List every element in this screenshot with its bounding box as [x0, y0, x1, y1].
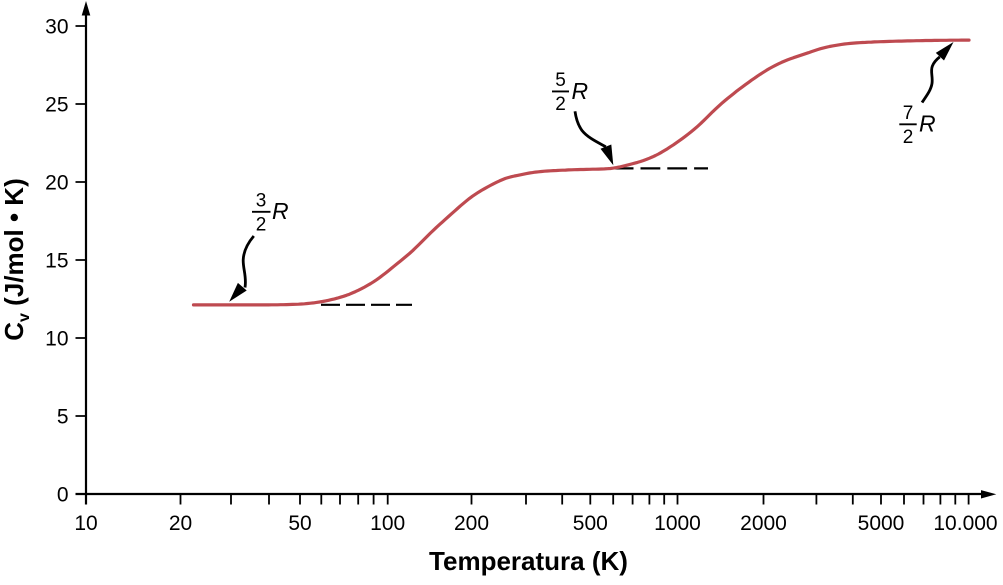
svg-text:2: 2	[555, 94, 566, 115]
svg-text:20: 20	[45, 171, 68, 194]
svg-text:7: 7	[903, 103, 914, 124]
svg-text:20: 20	[169, 512, 192, 535]
svg-text:500: 500	[573, 512, 608, 535]
svg-text:R: R	[919, 111, 936, 137]
svg-text:5: 5	[555, 70, 566, 91]
svg-text:200: 200	[454, 512, 489, 535]
svg-text:50: 50	[288, 512, 311, 535]
svg-text:3: 3	[256, 190, 267, 211]
svg-text:5000: 5000	[858, 512, 905, 535]
svg-text:30: 30	[45, 15, 68, 38]
svg-text:Cv (J/mol • K): Cv (J/mol • K)	[0, 178, 33, 340]
svg-text:25: 25	[45, 93, 68, 116]
svg-text:100: 100	[370, 512, 405, 535]
svg-text:2: 2	[256, 215, 267, 236]
svg-text:1000: 1000	[654, 512, 701, 535]
svg-text:10: 10	[74, 512, 97, 535]
svg-text:R: R	[572, 78, 589, 104]
svg-text:10.000: 10.000	[933, 512, 997, 535]
svg-text:Temperatura (K): Temperatura (K)	[429, 546, 628, 576]
svg-text:2000: 2000	[740, 512, 787, 535]
svg-text:0: 0	[57, 483, 69, 506]
svg-text:2: 2	[903, 127, 914, 148]
svg-text:15: 15	[45, 249, 68, 272]
svg-text:5: 5	[57, 405, 69, 428]
svg-text:10: 10	[45, 327, 68, 350]
svg-text:R: R	[272, 198, 289, 224]
